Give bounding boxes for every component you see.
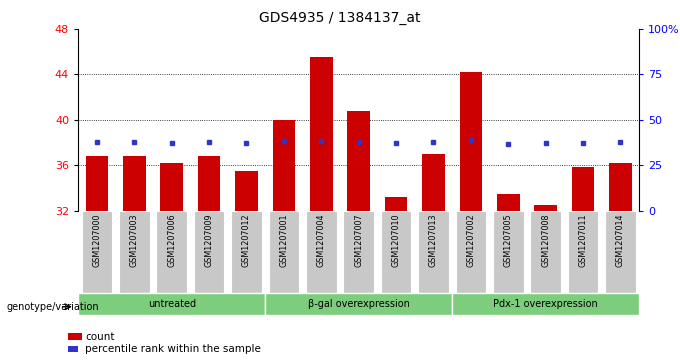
Bar [418, 211, 449, 294]
Bar [422, 154, 445, 211]
Bar [456, 211, 486, 294]
Bar [235, 171, 258, 211]
Text: GSM1207001: GSM1207001 [279, 213, 288, 266]
Bar [460, 72, 482, 211]
Bar [198, 156, 220, 211]
Bar [493, 211, 524, 294]
Bar [156, 211, 187, 294]
Text: GSM1207000: GSM1207000 [92, 213, 101, 266]
Bar [385, 197, 407, 211]
Text: GSM1207014: GSM1207014 [616, 213, 625, 266]
Bar [160, 163, 183, 211]
Bar [273, 120, 295, 211]
Text: count: count [85, 332, 114, 342]
Text: GSM1207008: GSM1207008 [541, 213, 550, 266]
Bar [530, 211, 561, 294]
Text: GSM1207009: GSM1207009 [205, 213, 214, 267]
Bar [497, 193, 520, 211]
Bar [82, 211, 112, 294]
Text: GSM1207010: GSM1207010 [392, 213, 401, 266]
Text: GSM1207002: GSM1207002 [466, 213, 475, 267]
Text: percentile rank within the sample: percentile rank within the sample [85, 344, 261, 354]
Bar [265, 293, 452, 315]
Text: untreated: untreated [148, 299, 196, 309]
Bar [568, 211, 598, 294]
Bar [534, 205, 557, 211]
Bar [381, 211, 411, 294]
Bar [605, 211, 636, 294]
Bar [231, 211, 262, 294]
Text: genotype/variation: genotype/variation [7, 302, 99, 312]
Bar [194, 211, 224, 294]
Bar [68, 346, 78, 352]
Bar [269, 211, 299, 294]
Text: GSM1207013: GSM1207013 [429, 213, 438, 266]
Bar [119, 211, 150, 294]
Text: GSM1207012: GSM1207012 [242, 213, 251, 267]
Bar [86, 156, 108, 211]
Bar [347, 111, 370, 211]
Bar [68, 333, 82, 340]
Text: GSM1207003: GSM1207003 [130, 213, 139, 266]
Text: Pdx-1 overexpression: Pdx-1 overexpression [493, 299, 598, 309]
Text: GSM1207006: GSM1207006 [167, 213, 176, 266]
Bar [306, 211, 337, 294]
Bar [452, 293, 639, 315]
Text: GSM1207004: GSM1207004 [317, 213, 326, 266]
Bar [78, 293, 265, 315]
Text: GSM1207011: GSM1207011 [579, 213, 588, 266]
Bar [310, 57, 333, 211]
Text: GDS4935 / 1384137_at: GDS4935 / 1384137_at [259, 11, 421, 25]
Bar [572, 167, 594, 211]
Text: β-gal overexpression: β-gal overexpression [308, 299, 409, 309]
Bar [343, 211, 374, 294]
Bar [123, 156, 146, 211]
Text: GSM1207007: GSM1207007 [354, 213, 363, 267]
Bar [609, 163, 632, 211]
Text: GSM1207005: GSM1207005 [504, 213, 513, 267]
